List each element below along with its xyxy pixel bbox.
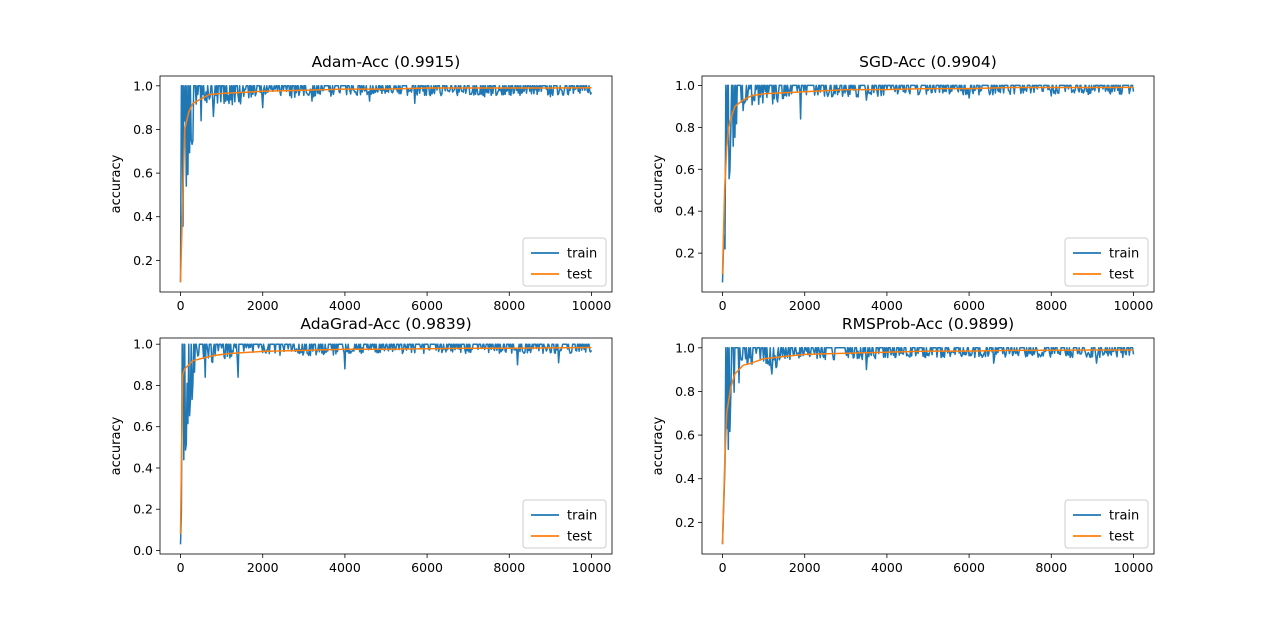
x-tick-label: 6000 bbox=[953, 560, 985, 575]
y-tick-label: 0.4 bbox=[133, 209, 153, 224]
y-tick-label: 0.2 bbox=[675, 515, 695, 530]
legend-label-train: train bbox=[567, 247, 597, 262]
legend-label-test: test bbox=[1109, 268, 1134, 283]
x-tick-label: 0 bbox=[719, 560, 727, 575]
y-axis-label: accuracy bbox=[109, 416, 124, 475]
y-tick-label: 0.2 bbox=[133, 253, 153, 268]
x-tick-label: 6000 bbox=[953, 298, 985, 313]
y-tick-label: 0.8 bbox=[133, 122, 153, 137]
axes-frame bbox=[701, 75, 1155, 293]
x-tick-label: 10000 bbox=[1114, 560, 1154, 575]
legend: train test bbox=[1064, 237, 1149, 287]
test-line bbox=[721, 349, 1134, 545]
subplot-4: RMSProb-Acc (0.9899) accuracy 0 2000 4000 600… bbox=[651, 315, 1155, 575]
legend-label-train: train bbox=[567, 509, 597, 524]
chart-title: AdaGrad-Acc (0.9839) bbox=[300, 315, 471, 333]
axes-frame bbox=[159, 75, 613, 293]
x-tick-label: 2000 bbox=[247, 298, 279, 313]
x-tick-label: 8000 bbox=[1035, 298, 1067, 313]
legend-label-train: train bbox=[1109, 509, 1139, 524]
subplot-1: Adam-Acc (0.9915) accuracy 0 2000 4000 6000 80… bbox=[109, 53, 613, 313]
x-tick-label: 4000 bbox=[871, 298, 903, 313]
y-axis-label: accuracy bbox=[109, 154, 124, 213]
test-line bbox=[179, 86, 592, 283]
chart-title: Adam-Acc (0.9915) bbox=[312, 53, 461, 71]
x-tick-label: 6000 bbox=[411, 298, 443, 313]
legend-box bbox=[522, 237, 607, 287]
y-tick-label: 0.6 bbox=[675, 162, 695, 177]
legend-box bbox=[1064, 499, 1149, 549]
train-line bbox=[179, 343, 593, 545]
x-tick-label: 4000 bbox=[871, 560, 903, 575]
subplot-2: SGD-Acc (0.9904) accuracy 0 2000 4000 6000 800… bbox=[651, 53, 1155, 313]
y-tick-label: 0.2 bbox=[133, 502, 153, 517]
y-axis-label: accuracy bbox=[651, 416, 666, 475]
y-tick-label: 0.2 bbox=[675, 246, 695, 261]
x-tick-label: 4000 bbox=[329, 560, 361, 575]
y-tick-label: 0.8 bbox=[675, 384, 695, 399]
y-axis-label: accuracy bbox=[651, 154, 666, 213]
x-tick-label: 10000 bbox=[572, 560, 612, 575]
y-tick-label: 0.6 bbox=[133, 166, 153, 181]
y-tick-label: 0.4 bbox=[675, 204, 695, 219]
legend: train test bbox=[522, 499, 607, 549]
subplot-3: AdaGrad-Acc (0.9839) accuracy 0 2000 4000 600… bbox=[109, 315, 613, 575]
legend-label-test: test bbox=[567, 530, 592, 545]
legend: train test bbox=[1064, 499, 1149, 549]
y-tick-label: 1.0 bbox=[675, 340, 695, 355]
y-tick-label: 0.8 bbox=[133, 378, 153, 393]
chart-title: SGD-Acc (0.9904) bbox=[859, 53, 997, 71]
x-tick-label: 2000 bbox=[789, 560, 821, 575]
test-line bbox=[179, 346, 592, 535]
legend-label-test: test bbox=[567, 268, 592, 283]
y-tick-label: 0.6 bbox=[133, 419, 153, 434]
y-tick-label: 1.0 bbox=[133, 78, 153, 93]
x-tick-label: 2000 bbox=[789, 298, 821, 313]
legend-label-train: train bbox=[1109, 247, 1139, 262]
y-tick-label: 0.8 bbox=[675, 120, 695, 135]
y-tick-label: 0.6 bbox=[675, 428, 695, 443]
x-tick-label: 0 bbox=[177, 560, 185, 575]
x-tick-label: 8000 bbox=[1035, 560, 1067, 575]
x-tick-label: 8000 bbox=[493, 298, 525, 313]
y-tick-label: 1.0 bbox=[133, 337, 153, 352]
x-tick-label: 8000 bbox=[493, 560, 525, 575]
x-tick-label: 4000 bbox=[329, 298, 361, 313]
legend: train test bbox=[522, 237, 607, 287]
test-line bbox=[721, 86, 1134, 275]
legend-label-test: test bbox=[1109, 530, 1134, 545]
axes-frame bbox=[701, 337, 1155, 555]
x-tick-label: 6000 bbox=[411, 560, 443, 575]
y-tick-label: 0.4 bbox=[675, 471, 695, 486]
legend-box bbox=[1064, 237, 1149, 287]
x-tick-label: 2000 bbox=[247, 560, 279, 575]
x-tick-label: 10000 bbox=[572, 298, 612, 313]
x-tick-label: 0 bbox=[719, 298, 727, 313]
legend-box bbox=[522, 499, 607, 549]
x-tick-label: 0 bbox=[177, 298, 185, 313]
x-tick-label: 10000 bbox=[1114, 298, 1154, 313]
chart-title: RMSProb-Acc (0.9899) bbox=[842, 315, 1014, 333]
y-tick-label: 1.0 bbox=[675, 78, 695, 93]
y-tick-label: 0.0 bbox=[133, 543, 153, 558]
axes-frame bbox=[159, 337, 613, 555]
train-line bbox=[721, 84, 1135, 283]
y-tick-label: 0.4 bbox=[133, 460, 153, 475]
